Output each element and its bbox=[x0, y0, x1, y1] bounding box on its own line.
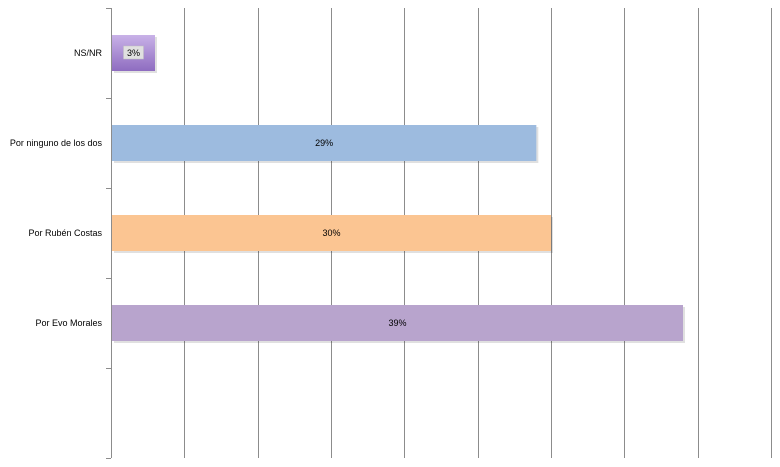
value-label: 39% bbox=[388, 318, 406, 328]
bar bbox=[112, 125, 537, 161]
value-label: 3% bbox=[127, 48, 140, 58]
labels: NS/NR 3% Por ninguno de los dos 29% Por Rubé… bbox=[10, 45, 407, 328]
bars bbox=[112, 35, 685, 343]
value-label: 29% bbox=[315, 138, 333, 148]
category-label: Por Evo Morales bbox=[35, 318, 102, 328]
value-label: 30% bbox=[322, 228, 340, 238]
value-label-box bbox=[123, 45, 144, 60]
bar bbox=[112, 215, 551, 251]
category-label: NS/NR bbox=[74, 48, 103, 58]
category-axis bbox=[106, 8, 112, 459]
category-label: Por ninguno de los dos bbox=[10, 138, 103, 148]
category-label: Por Rubén Costas bbox=[28, 228, 102, 238]
bar bbox=[112, 305, 683, 341]
